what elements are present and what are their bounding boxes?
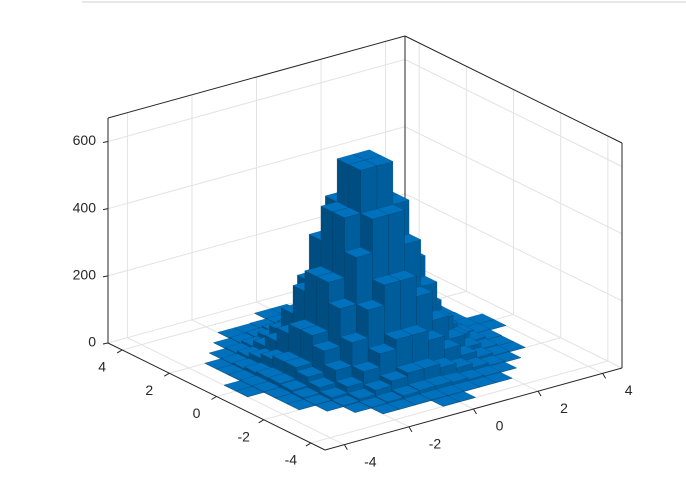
- y-tick-label: 2: [145, 382, 153, 398]
- z-tick: [102, 275, 109, 278]
- y-tick-label: -2: [237, 428, 250, 444]
- z-tick-label: 600: [73, 132, 97, 148]
- bar-top: [319, 386, 349, 398]
- z-tick: [102, 141, 109, 143]
- box-edge: [107, 35, 406, 119]
- grid-line: [107, 59, 406, 142]
- bar-top: [235, 386, 265, 397]
- y-tick: [164, 372, 170, 377]
- x-tick: [343, 444, 348, 450]
- x-tick: [537, 390, 542, 397]
- y-tick: [116, 349, 123, 354]
- bar-top: [370, 403, 400, 414]
- bar-top: [286, 399, 316, 410]
- bar-top: [383, 329, 413, 340]
- z-tick: [102, 342, 109, 345]
- bar-top: [430, 395, 460, 407]
- y-tick: [211, 396, 217, 400]
- bar-top: [314, 400, 344, 412]
- y-tick-label: 0: [193, 405, 201, 421]
- bar-top: [303, 394, 332, 405]
- bar-top: [363, 379, 393, 391]
- bar: [314, 400, 344, 412]
- bar-top: [347, 388, 377, 399]
- bar-top: [371, 274, 401, 286]
- z-tick-label: 400: [73, 199, 97, 215]
- bar-top: [351, 361, 381, 372]
- grid-line: [404, 59, 623, 167]
- bar: [342, 401, 372, 413]
- bar-top: [295, 366, 325, 378]
- bar-top: [407, 379, 437, 391]
- bar-top: [316, 271, 346, 283]
- bar-top: [279, 379, 309, 391]
- x-tick-label: 2: [560, 400, 568, 416]
- x-tick-label: -2: [429, 436, 442, 452]
- z-tick-label: 0: [88, 334, 96, 350]
- grid-line: [404, 126, 623, 235]
- bar-top: [360, 208, 390, 220]
- bar-top: [299, 325, 329, 336]
- y-tick-label: 4: [98, 359, 106, 375]
- bar: [286, 399, 316, 411]
- bar-top: [283, 357, 313, 368]
- z-tick-label: 200: [73, 267, 97, 283]
- bar-top: [291, 387, 321, 398]
- bar-top: [367, 343, 397, 354]
- bar-top: [327, 298, 357, 309]
- bar-top: [332, 207, 362, 218]
- bar-top: [348, 159, 378, 171]
- bar-top: [358, 396, 388, 408]
- bar-top: [402, 393, 432, 405]
- bar-top: [330, 395, 360, 406]
- x-tick: [602, 373, 607, 379]
- bar-top: [355, 299, 385, 311]
- bar-top: [335, 376, 365, 388]
- bar-top: [342, 401, 372, 413]
- bar-top: [339, 332, 369, 343]
- bar: [370, 403, 400, 415]
- bar-top: [307, 377, 337, 388]
- y-tick: [258, 419, 264, 424]
- x-tick: [408, 426, 413, 433]
- bar: [235, 386, 265, 398]
- bar-top: [311, 340, 341, 352]
- grid-line: [404, 260, 623, 369]
- bar-top: [323, 359, 353, 371]
- grid-line: [107, 126, 406, 210]
- bar-top: [395, 362, 425, 374]
- bar-top: [419, 389, 449, 400]
- bar-top: [251, 381, 281, 392]
- bar-top: [267, 372, 297, 384]
- grid-line: [404, 193, 623, 302]
- z-tick: [102, 208, 109, 211]
- box-edge: [404, 35, 623, 144]
- bar-top: [263, 387, 293, 398]
- bar: [430, 395, 460, 407]
- x-tick-label: 0: [496, 418, 504, 434]
- bar-top: [344, 247, 373, 258]
- x-tick-label: -4: [364, 453, 377, 469]
- y-tick: [305, 442, 312, 447]
- bar-top: [379, 370, 409, 382]
- bar-top: [375, 391, 404, 402]
- bar-top: [391, 385, 421, 396]
- x-tick-label: 4: [625, 382, 633, 398]
- y-tick-label: -4: [285, 452, 298, 468]
- x-tick: [473, 408, 477, 415]
